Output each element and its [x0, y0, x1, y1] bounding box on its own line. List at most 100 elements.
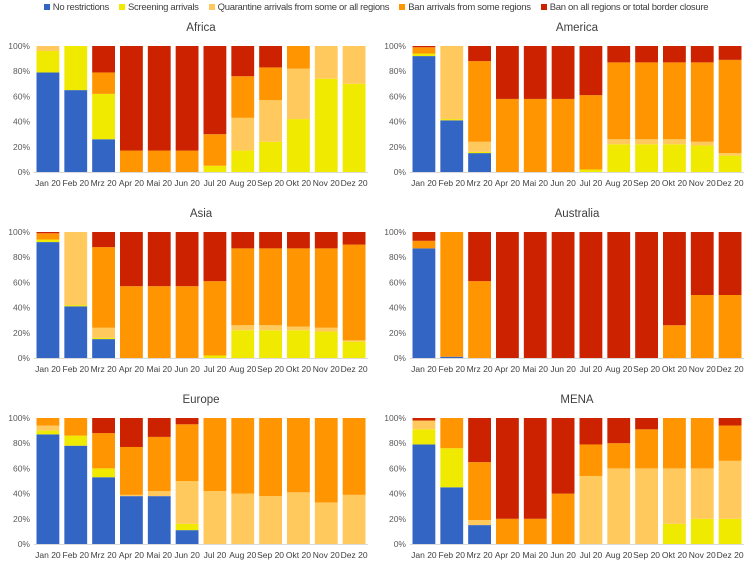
- x-tick-label: Jan 20: [411, 364, 437, 374]
- bar-segment: [690, 46, 714, 63]
- x-tick-label: Mrz 20: [91, 364, 117, 374]
- y-tick-label: 0%: [394, 353, 407, 363]
- y-tick-label: 40%: [13, 117, 30, 127]
- x-tick-label: Okt 20: [286, 550, 311, 560]
- bar-segment: [468, 520, 491, 526]
- bar-segment: [718, 418, 742, 426]
- y-tick-label: 0%: [18, 353, 31, 363]
- y-tick-label: 60%: [389, 463, 406, 473]
- bar-segment: [231, 150, 255, 172]
- y-tick-label: 60%: [13, 91, 30, 101]
- bar-segment: [287, 326, 310, 331]
- bar-segment: [468, 418, 491, 463]
- panel-title: Australia: [555, 208, 600, 220]
- bar-segment: [147, 150, 171, 172]
- x-tick-label: Feb 20: [63, 178, 90, 188]
- x-tick-label: Dez 20: [341, 178, 368, 188]
- bar-segment: [412, 240, 436, 249]
- bar-segment: [287, 492, 310, 544]
- legend-label: Screening arrivals: [128, 2, 199, 13]
- bar-segment: [468, 151, 491, 154]
- bar-segment: [92, 72, 115, 94]
- bar-segment: [342, 418, 366, 495]
- x-tick-label: Dez 20: [717, 364, 744, 374]
- bar-segment: [120, 418, 143, 447]
- x-tick-label: Mai 20: [146, 364, 172, 374]
- x-tick-label: Jun 20: [550, 364, 576, 374]
- x-tick-label: Apr 20: [119, 550, 144, 560]
- bar-segment: [314, 78, 338, 172]
- bar-segment: [718, 232, 742, 295]
- bar-segment: [440, 120, 464, 172]
- bar-segment: [579, 444, 603, 476]
- bar-segment: [36, 239, 60, 243]
- bar-segment: [635, 144, 658, 172]
- x-tick-label: Jun 20: [174, 364, 200, 374]
- panel-title: Asia: [190, 208, 213, 220]
- bar-segment: [287, 68, 310, 120]
- bar-segment: [92, 139, 115, 172]
- bar-segment: [468, 525, 491, 544]
- bar-segment: [635, 139, 658, 145]
- x-tick-label: Aug 20: [229, 178, 256, 188]
- bar-segment: [468, 153, 491, 172]
- bar-segment: [147, 436, 171, 492]
- bar-segment: [468, 462, 491, 521]
- x-tick-label: Mrz 20: [91, 178, 117, 188]
- bar-segment: [64, 46, 88, 91]
- bar-segment: [314, 418, 338, 503]
- x-tick-label: Dez 20: [717, 550, 744, 560]
- y-tick-label: 80%: [13, 66, 30, 76]
- bar-segment: [175, 46, 199, 151]
- x-tick-label: Jan 20: [35, 178, 61, 188]
- bar-segment: [175, 150, 199, 172]
- bar-segment: [440, 232, 464, 357]
- y-tick-label: 20%: [389, 514, 406, 524]
- bar-segment: [690, 145, 714, 172]
- bar-segment: [551, 418, 575, 494]
- panel-asia: Asia 0% 20% 40% 60% 80% 100% Jan 20 Feb 20 Mrz 20…: [8, 208, 368, 374]
- bar-segment: [231, 46, 255, 77]
- y-tick-label: 60%: [389, 91, 406, 101]
- y-tick-label: 80%: [13, 252, 30, 262]
- y-tick-label: 0%: [394, 539, 407, 549]
- bar-segment: [175, 523, 199, 531]
- bar-segment: [314, 327, 338, 332]
- bar-segment: [412, 47, 436, 54]
- bar-segment: [203, 281, 227, 356]
- x-tick-label: Aug 20: [605, 550, 632, 560]
- bar-segment: [523, 46, 547, 99]
- bar-segment: [551, 232, 575, 358]
- bar-segment: [92, 232, 115, 248]
- bar-segment: [231, 117, 255, 151]
- bar-segment: [259, 330, 282, 358]
- panel-title: Africa: [186, 22, 216, 34]
- bar-segment: [36, 72, 60, 172]
- y-tick-label: 60%: [13, 463, 30, 473]
- bar-segment: [64, 445, 88, 544]
- bar-segment: [412, 429, 436, 445]
- bar-segment: [120, 494, 143, 497]
- legend-swatch: [208, 4, 215, 10]
- bar-segment: [607, 468, 631, 544]
- panel-title: Europe: [182, 394, 219, 406]
- bar-segment: [607, 144, 631, 172]
- bar-segment: [579, 169, 603, 172]
- x-tick-label: Jul 20: [204, 364, 227, 374]
- bar-segment: [342, 340, 366, 342]
- x-tick-label: Feb 20: [439, 364, 466, 374]
- bar-segment: [120, 286, 143, 358]
- legend-label: No restrictions: [52, 2, 110, 13]
- x-tick-label: Feb 20: [439, 178, 466, 188]
- y-tick-label: 100%: [384, 41, 406, 51]
- x-tick-label: Jun 20: [174, 550, 200, 560]
- bar-segment: [607, 62, 631, 140]
- bar-segment: [523, 418, 547, 519]
- bar-segment: [523, 98, 547, 172]
- bar-segment: [342, 341, 366, 358]
- bar-segment: [259, 67, 282, 101]
- bar-segment: [92, 247, 115, 328]
- bar-segment: [314, 248, 338, 328]
- bar-segment: [120, 232, 143, 287]
- bar-segment: [468, 232, 491, 282]
